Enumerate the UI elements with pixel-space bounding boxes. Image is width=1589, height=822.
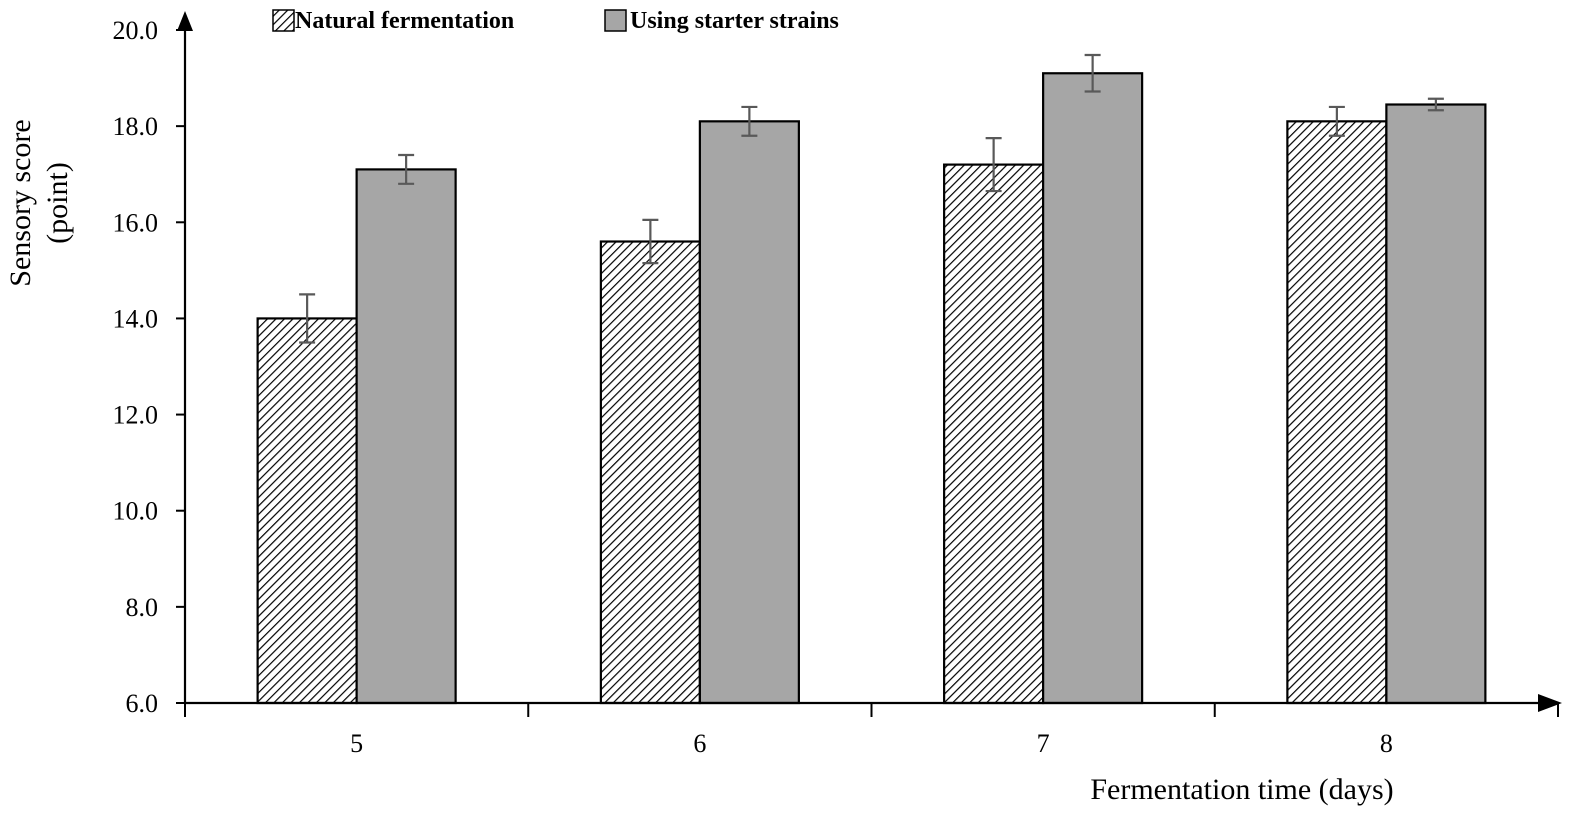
bar-day-8-series-1 bbox=[1286, 120, 1388, 705]
bar-day-8-series-2 bbox=[1385, 103, 1487, 705]
error-bar-day-7-series-1 bbox=[985, 137, 1002, 193]
legend-label-natural-fermentation: Natural fermentation bbox=[295, 8, 514, 34]
y-axis-title-line-2: (point) bbox=[41, 162, 74, 244]
x-axis-ticks: 5 6 7 8 bbox=[184, 703, 1559, 758]
y-tick-label: 6.0 bbox=[126, 689, 159, 718]
axes bbox=[177, 11, 1562, 712]
x-tick-label: 8 bbox=[1380, 729, 1393, 758]
y-tick-label: 12.0 bbox=[113, 401, 159, 430]
bar-day-5-series-1 bbox=[256, 317, 358, 705]
bar-day-7-series-1 bbox=[943, 163, 1045, 705]
y-axis-title-line-1: Sensory score bbox=[4, 119, 37, 286]
y-tick-label: 16.0 bbox=[113, 208, 159, 237]
error-bars bbox=[299, 53, 1444, 344]
x-tick-label: 6 bbox=[693, 729, 706, 758]
y-axis-title: Sensory score (point) bbox=[4, 119, 74, 286]
error-bar-day-6-series-1 bbox=[642, 218, 659, 265]
legend-label-using-starter-strains: Using starter strains bbox=[630, 8, 839, 34]
error-bar-day-8-series-2 bbox=[1427, 97, 1444, 112]
legend-swatch-natural-fermentation bbox=[272, 9, 295, 32]
error-bar-day-8-series-1 bbox=[1328, 105, 1345, 137]
x-tick-label: 5 bbox=[350, 729, 363, 758]
x-axis-title: Fermentation time (days) bbox=[1090, 773, 1393, 806]
bar-day-6-series-2 bbox=[698, 120, 800, 705]
error-bar-day-5-series-1 bbox=[299, 293, 316, 344]
y-tick-label: 18.0 bbox=[113, 112, 159, 141]
x-axis-arrow-icon bbox=[1538, 694, 1562, 712]
y-tick-label: 14.0 bbox=[113, 304, 159, 333]
bars bbox=[256, 72, 1487, 705]
y-axis-ticks: 6.0 8.0 10.0 12.0 14.0 16.0 18.0 20.0 bbox=[113, 16, 185, 718]
bar-day-7-series-2 bbox=[1042, 72, 1144, 705]
bar-day-6-series-1 bbox=[599, 240, 701, 705]
legend-swatch-using-starter-strains bbox=[604, 9, 627, 32]
bar-day-5-series-2 bbox=[355, 168, 457, 705]
y-tick-label: 8.0 bbox=[126, 593, 159, 622]
y-tick-label: 10.0 bbox=[113, 497, 159, 526]
legend: Natural fermentation Using starter strai… bbox=[272, 8, 839, 34]
x-tick-label: 7 bbox=[1037, 729, 1050, 758]
error-bar-day-6-series-2 bbox=[741, 105, 758, 137]
y-axis-arrow-icon bbox=[177, 11, 193, 31]
y-tick-label: 20.0 bbox=[113, 16, 159, 45]
error-bar-day-7-series-2 bbox=[1084, 53, 1101, 93]
error-bar-day-5-series-2 bbox=[398, 153, 415, 185]
